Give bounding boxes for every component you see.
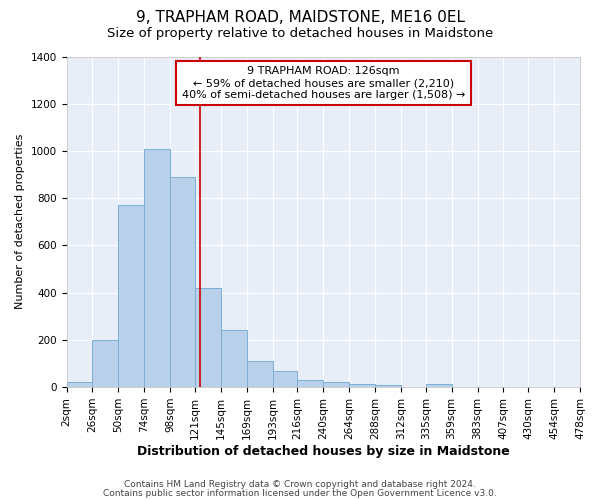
Bar (118, 206, 144, 387)
Text: 9 TRAPHAM ROAD: 126sqm
← 59% of detached houses are smaller (2,210)
40% of semi-: 9 TRAPHAM ROAD: 126sqm ← 59% of detached… (182, 66, 465, 100)
Bar (195, 288, 221, 387)
Bar (67, 382, 92, 387)
Bar (221, 330, 247, 387)
Bar (298, 380, 323, 387)
Bar (349, 384, 375, 387)
X-axis label: Distribution of detached houses by size in Maidstone: Distribution of detached houses by size … (137, 444, 509, 458)
Bar (247, 361, 272, 387)
Text: Size of property relative to detached houses in Maidstone: Size of property relative to detached ho… (107, 28, 493, 40)
Bar (426, 384, 452, 387)
Bar (92, 340, 118, 387)
Text: 9, TRAPHAM ROAD, MAIDSTONE, ME16 0EL: 9, TRAPHAM ROAD, MAIDSTONE, ME16 0EL (136, 10, 464, 25)
Text: Contains HM Land Registry data © Crown copyright and database right 2024.: Contains HM Land Registry data © Crown c… (124, 480, 476, 489)
Bar (144, 148, 170, 387)
Bar (272, 370, 298, 387)
Y-axis label: Number of detached properties: Number of detached properties (15, 134, 25, 310)
Bar (170, 177, 195, 387)
Text: Contains public sector information licensed under the Open Government Licence v3: Contains public sector information licen… (103, 488, 497, 498)
Bar (323, 382, 349, 387)
Bar (375, 384, 401, 387)
